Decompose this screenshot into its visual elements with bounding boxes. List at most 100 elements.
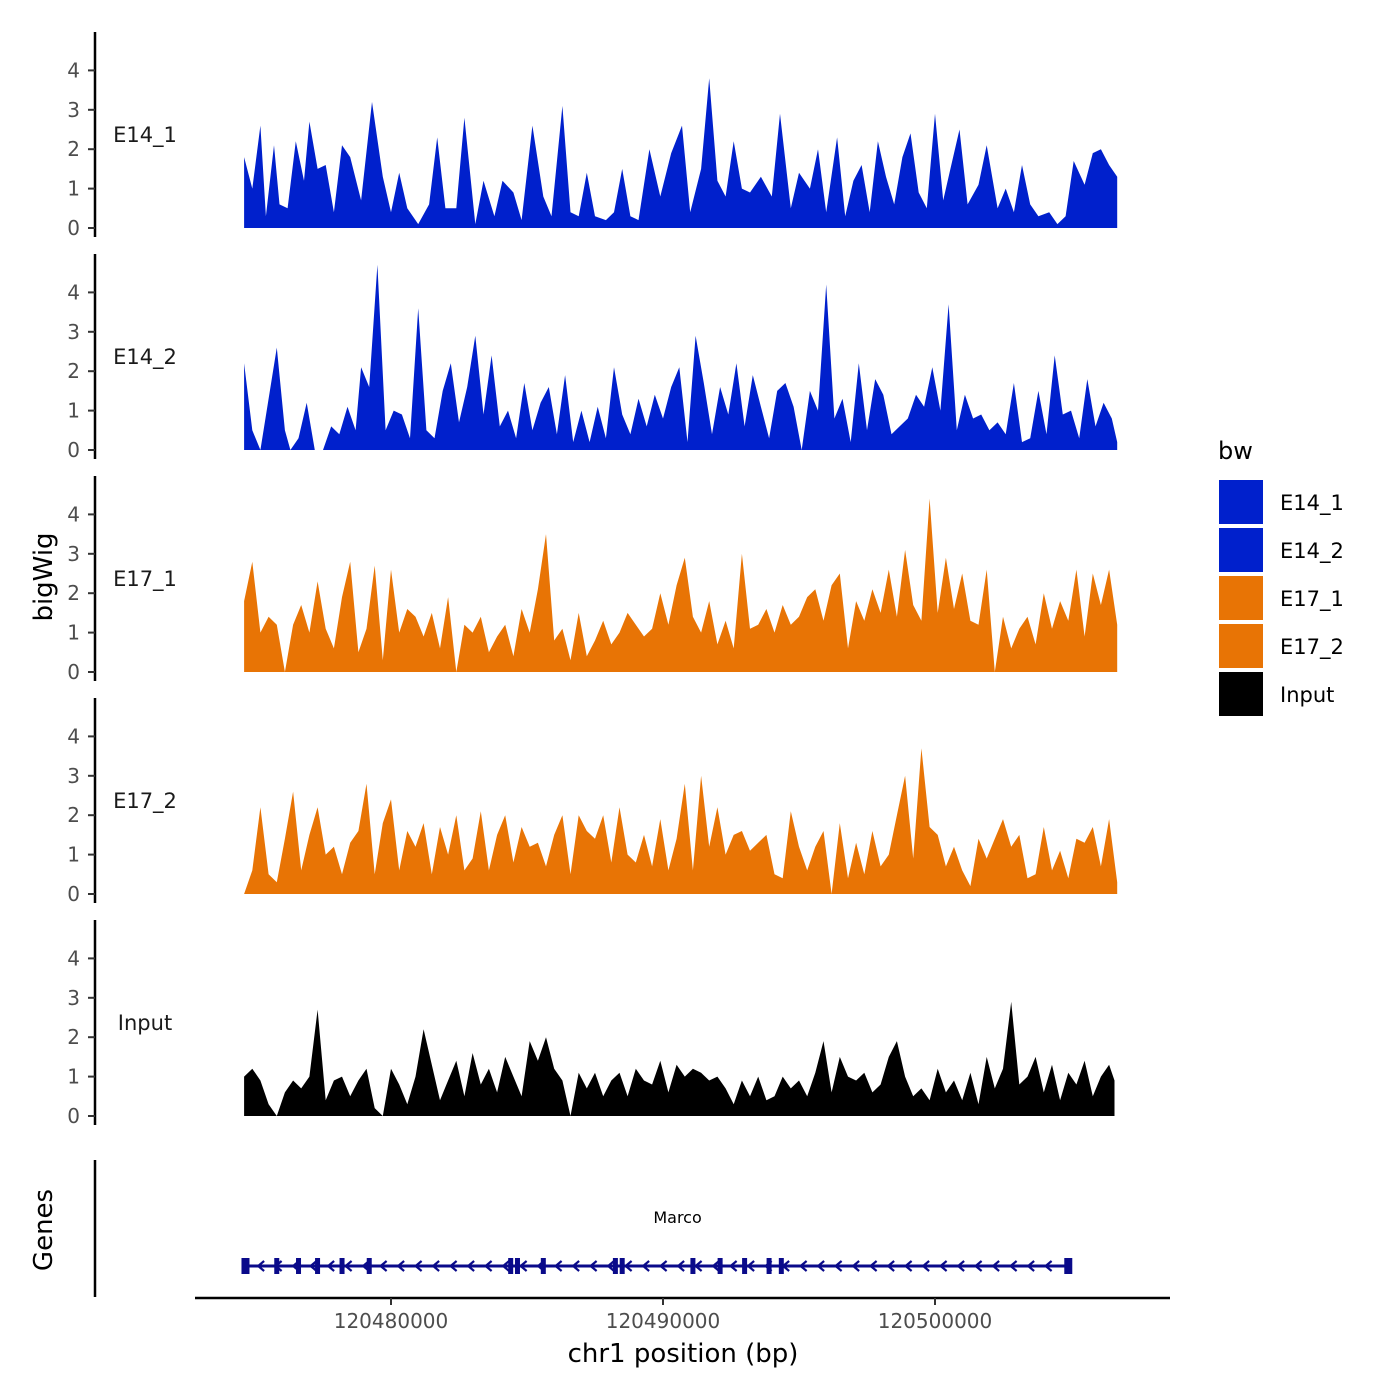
legend-swatch-E14_2 [1219, 528, 1263, 572]
gene-exon [612, 1258, 618, 1274]
gene-exon [1064, 1258, 1073, 1274]
gene-exon [508, 1258, 514, 1274]
x-axis-title: chr1 position (bp) [568, 1339, 799, 1369]
track-label: E14_2 [113, 345, 177, 370]
y-tick-label: 4 [67, 280, 80, 304]
y-tick-label: 1 [67, 177, 80, 201]
y-tick-label: 4 [67, 58, 80, 82]
strand-arrow [833, 1260, 843, 1272]
y-tick-label: 2 [67, 137, 80, 161]
strand-arrow [448, 1260, 458, 1272]
coverage-area-Input [244, 1001, 1115, 1116]
strand-arrow [501, 1260, 510, 1272]
legend-label-E17_2: E17_2 [1280, 635, 1344, 660]
gene-exon [619, 1258, 625, 1274]
y-tick-label: 1 [67, 621, 80, 645]
track-E17_1: 0 1 2 3 4 E17_1 [67, 476, 1118, 684]
strand-arrow [1008, 1260, 1018, 1272]
y-tick-label: 3 [67, 542, 80, 566]
x-tick-label: 120480000 [334, 1309, 449, 1333]
y-axis-title: bigWig [29, 532, 59, 621]
strand-arrow [711, 1260, 720, 1272]
x-tick-label: 120490000 [606, 1309, 721, 1333]
strand-arrow [431, 1260, 440, 1272]
strand-arrow [308, 1260, 318, 1272]
strand-arrow [991, 1260, 1000, 1272]
track-Input: 0 1 2 3 4 Input [67, 920, 1115, 1128]
strand-arrow [326, 1260, 335, 1272]
strand-arrow [553, 1260, 563, 1272]
y-tick-label: 2 [67, 581, 80, 605]
strand-arrow [413, 1260, 423, 1272]
gene-exon [690, 1258, 696, 1274]
coverage-area-E17_1 [244, 498, 1118, 672]
x-axis: 120480000 120490000 120500000 [195, 1296, 1170, 1333]
y-tick-label: 0 [67, 438, 80, 462]
strand-arrow [378, 1260, 388, 1272]
y-tick-label: 0 [67, 882, 80, 906]
strand-arrow [886, 1260, 895, 1272]
gene-exon [241, 1258, 250, 1274]
legend-swatch-E17_1 [1219, 576, 1263, 620]
y-tick-label: 4 [67, 724, 80, 748]
strand-arrow [571, 1260, 580, 1272]
gene-exon [296, 1258, 302, 1274]
strand-arrow [518, 1260, 528, 1272]
legend-label-E14_1: E14_1 [1280, 491, 1344, 516]
strand-arrow [903, 1260, 913, 1272]
strand-arrow [816, 1260, 825, 1272]
legend-swatch-E14_1 [1219, 480, 1263, 524]
coverage-area-E14_1 [244, 78, 1118, 228]
coverage-area-E17_2 [244, 748, 1118, 894]
strand-arrow [623, 1260, 633, 1272]
strand-arrow [483, 1260, 493, 1272]
legend-swatch-Input [1219, 672, 1263, 716]
y-tick-label: 3 [67, 764, 80, 788]
gene-exon [514, 1258, 520, 1274]
strand-arrow [728, 1260, 738, 1272]
strand-arrow [588, 1260, 598, 1272]
strand-arrow [851, 1260, 860, 1272]
gene-exon [315, 1258, 321, 1274]
y-tick-label: 0 [67, 660, 80, 684]
strand-arrow [973, 1260, 983, 1272]
strand-arrow [658, 1260, 668, 1272]
gene-name-label: Marco [653, 1208, 701, 1227]
track-E14_2: 0 1 2 3 4 E14_2 [67, 254, 1118, 462]
legend-label-Input: Input [1280, 683, 1334, 707]
y-tick-label: 4 [67, 946, 80, 970]
strand-arrow [256, 1260, 265, 1272]
strand-arrow [693, 1260, 703, 1272]
track-label: E17_1 [113, 567, 177, 592]
y-tick-label: 2 [67, 359, 80, 383]
track-label: Input [118, 1011, 172, 1035]
track-panels: 0 1 2 3 4 E14_1 0 1 2 3 4 E14_2 0 1 2 3 4 E17_1 0 1 2 3 4 E17_2… [67, 32, 1118, 1128]
strand-arrow [956, 1260, 965, 1272]
legend-title: bw [1218, 437, 1253, 465]
y-tick-label: 2 [67, 1025, 80, 1049]
gene-exon [274, 1258, 280, 1274]
strand-arrow [868, 1260, 878, 1272]
y-tick-label: 3 [67, 320, 80, 344]
track-E14_1: 0 1 2 3 4 E14_1 [67, 32, 1118, 240]
genes-panel-title: Genes [29, 1189, 59, 1271]
gene-exon [339, 1258, 345, 1274]
strand-arrow [343, 1260, 353, 1272]
track-label: E14_1 [113, 123, 177, 148]
strand-arrow [676, 1260, 685, 1272]
gene-exon [766, 1258, 772, 1274]
strand-arrow [1043, 1260, 1053, 1272]
y-tick-label: 3 [67, 98, 80, 122]
y-tick-label: 2 [67, 803, 80, 827]
gene-exon [778, 1258, 784, 1274]
coverage-area-E14_2 [244, 264, 1118, 450]
strand-arrow [921, 1260, 930, 1272]
strand-arrow [396, 1260, 405, 1272]
strand-arrow [938, 1260, 948, 1272]
gene-exon [540, 1258, 546, 1274]
y-tick-label: 1 [67, 399, 80, 423]
y-tick-label: 1 [67, 843, 80, 867]
gene-exon [717, 1258, 723, 1274]
track-E17_2: 0 1 2 3 4 E17_2 [67, 698, 1118, 906]
